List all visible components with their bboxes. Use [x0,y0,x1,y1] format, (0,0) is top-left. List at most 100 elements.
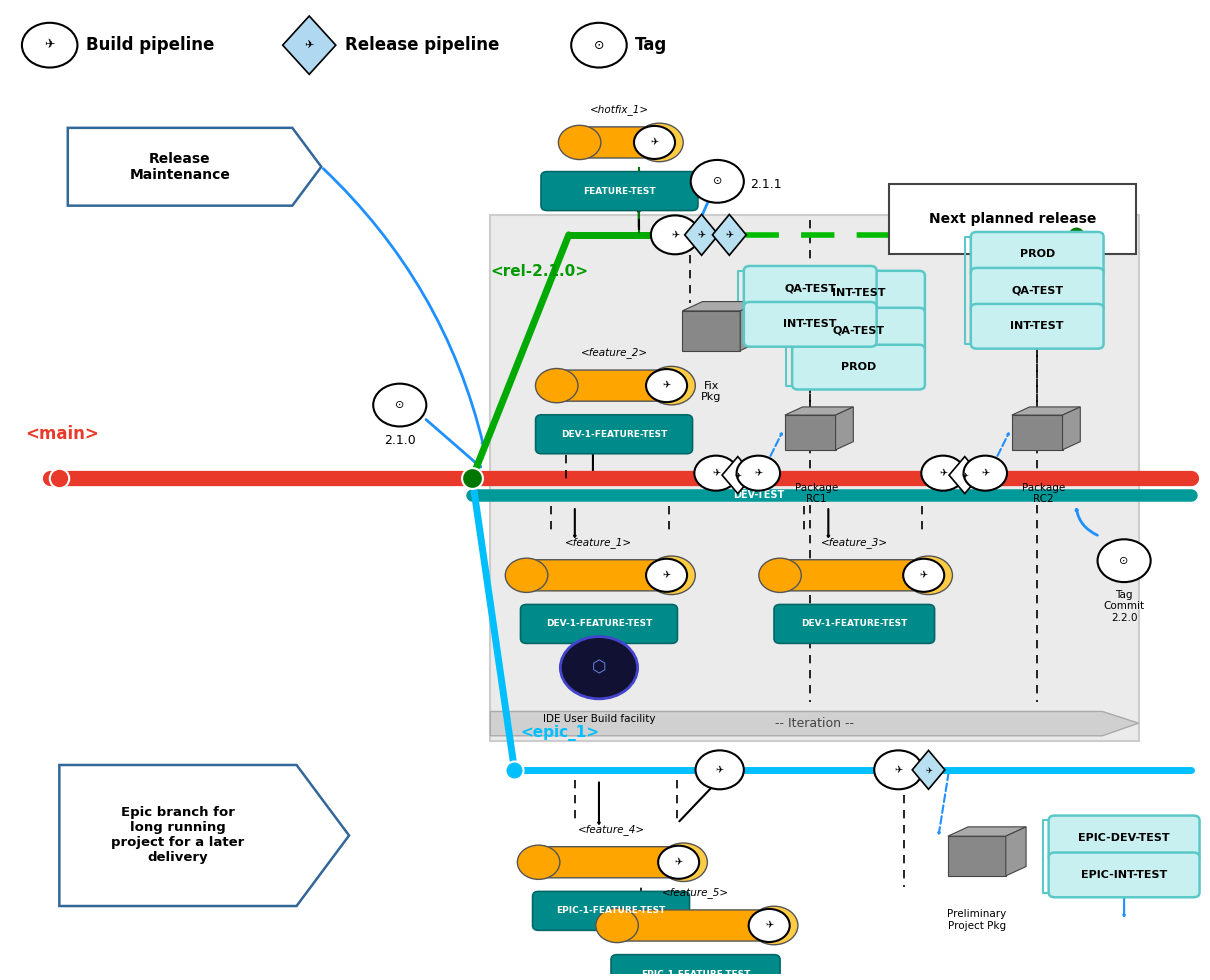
Text: INT-TEST: INT-TEST [1010,321,1064,331]
Text: FEATURE-TEST: FEATURE-TEST [583,186,656,196]
Text: <main>: <main> [25,425,99,443]
Text: DEV-TEST: DEV-TEST [733,490,784,500]
Text: <epic_1>: <epic_1> [520,724,599,741]
Text: ⊙: ⊙ [1119,556,1129,565]
Text: ✈: ✈ [715,764,724,775]
Text: ✈: ✈ [675,858,682,867]
FancyBboxPatch shape [1049,853,1199,898]
Circle shape [905,556,952,595]
Text: INT-TEST: INT-TEST [784,319,837,329]
Text: ⊙: ⊙ [713,176,722,186]
Text: <feature_3>: <feature_3> [820,537,888,548]
Text: Preliminary
Project Pkg: Preliminary Project Pkg [947,908,1007,931]
Circle shape [903,559,944,592]
Text: ✈: ✈ [305,40,313,50]
Circle shape [737,456,780,491]
FancyBboxPatch shape [541,172,698,211]
Text: PROD: PROD [1020,249,1055,260]
Text: ✈: ✈ [939,468,947,478]
Text: ⊙: ⊙ [396,400,404,410]
Text: ✈: ✈ [725,230,733,240]
Text: ⬡: ⬡ [592,659,606,677]
FancyBboxPatch shape [551,370,678,401]
Text: ✈: ✈ [754,468,762,478]
Circle shape [506,559,548,593]
Text: <feature_1>: <feature_1> [565,537,633,548]
Text: ✈: ✈ [697,230,705,240]
Text: <rel-2.1.0>: <rel-2.1.0> [490,264,588,279]
Text: EPIC-INT-TEST: EPIC-INT-TEST [1081,870,1168,880]
Polygon shape [68,127,322,206]
Polygon shape [490,711,1139,736]
Text: IDE User Build facility: IDE User Build facility [543,714,655,724]
Polygon shape [1012,407,1081,416]
FancyBboxPatch shape [520,560,678,591]
Polygon shape [947,836,1006,876]
Text: ⊙: ⊙ [594,38,604,52]
FancyBboxPatch shape [970,268,1104,313]
Text: <hotfix_1>: <hotfix_1> [590,104,649,116]
Text: EPIC-DEV-TEST: EPIC-DEV-TEST [1078,833,1170,843]
Circle shape [518,845,560,879]
FancyBboxPatch shape [744,302,876,347]
FancyBboxPatch shape [532,892,690,930]
Circle shape [749,908,790,942]
Circle shape [536,368,578,403]
Circle shape [651,216,699,254]
Text: ✈: ✈ [45,38,54,52]
FancyBboxPatch shape [793,345,924,389]
Text: ✈: ✈ [981,468,990,478]
Circle shape [1097,539,1151,582]
Circle shape [696,751,744,789]
Circle shape [634,125,675,159]
Text: ✈: ✈ [920,570,928,580]
Text: ✈: ✈ [924,765,932,774]
Polygon shape [1062,407,1081,450]
Text: 2.1.1: 2.1.1 [750,177,782,191]
Text: Tag: Tag [635,36,668,54]
FancyBboxPatch shape [970,232,1104,276]
Text: Next planned release: Next planned release [929,213,1096,226]
Text: <feature_2>: <feature_2> [581,348,647,359]
Text: Release pipeline: Release pipeline [345,36,500,54]
FancyBboxPatch shape [744,266,876,311]
Text: DEV-1-FEATURE-TEST: DEV-1-FEATURE-TEST [801,619,908,628]
Text: EPIC-1-FEATURE-TEST: EPIC-1-FEATURE-TEST [641,969,750,979]
Circle shape [695,456,738,491]
Text: <feature_5>: <feature_5> [662,887,730,899]
Polygon shape [741,302,761,351]
FancyBboxPatch shape [793,308,924,353]
Circle shape [921,456,964,491]
Text: ✈: ✈ [663,380,670,391]
Text: DEV-1-FEATURE-TEST: DEV-1-FEATURE-TEST [561,430,667,439]
Circle shape [874,751,922,789]
FancyBboxPatch shape [888,184,1136,254]
FancyBboxPatch shape [574,126,666,158]
Text: ✈: ✈ [672,230,679,240]
Text: ✈: ✈ [765,920,773,930]
Circle shape [691,160,744,203]
Circle shape [759,559,801,593]
FancyBboxPatch shape [1049,815,1199,860]
Text: Package
RC2: Package RC2 [1021,483,1065,505]
FancyBboxPatch shape [970,304,1104,349]
FancyBboxPatch shape [611,909,780,941]
Circle shape [646,559,687,592]
FancyBboxPatch shape [532,847,690,878]
Text: Tag
Commit
2.2.0: Tag Commit 2.2.0 [1104,590,1145,623]
FancyBboxPatch shape [793,270,924,316]
FancyBboxPatch shape [490,216,1139,741]
Polygon shape [283,16,336,74]
Text: Build pipeline: Build pipeline [86,36,214,54]
Text: ✈: ✈ [711,468,720,478]
Text: ✈: ✈ [961,470,968,479]
Polygon shape [682,302,761,311]
Polygon shape [785,416,836,450]
Polygon shape [912,751,945,789]
FancyBboxPatch shape [611,955,780,980]
Polygon shape [1006,827,1026,876]
Circle shape [373,383,426,426]
Polygon shape [722,457,754,494]
FancyBboxPatch shape [520,605,678,644]
Circle shape [595,908,639,943]
